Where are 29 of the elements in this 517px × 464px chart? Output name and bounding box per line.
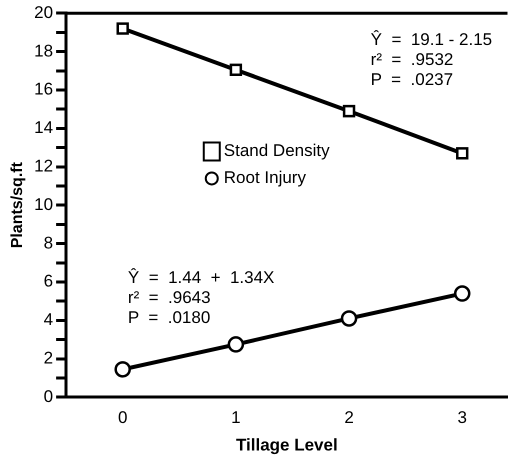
legend-label: Root Injury bbox=[224, 168, 306, 188]
point bbox=[340, 310, 358, 327]
x-tick-label: 3 bbox=[457, 408, 467, 428]
point bbox=[230, 64, 242, 76]
y-tick-label: 20 bbox=[34, 2, 54, 22]
x-tick-label: 2 bbox=[344, 408, 354, 428]
legend-label: Stand Density bbox=[224, 141, 330, 160]
y-tick-label: 2 bbox=[44, 348, 54, 368]
point bbox=[456, 147, 468, 160]
x-axis-title: Tillage Level bbox=[236, 435, 338, 454]
point bbox=[454, 285, 470, 302]
x-tick-label: 1 bbox=[231, 408, 241, 428]
point bbox=[116, 22, 129, 35]
y-tick-label: 6 bbox=[44, 272, 54, 291]
y-tick-label: 14 bbox=[34, 118, 54, 138]
y-tick-label: 0 bbox=[44, 386, 54, 406]
x-tick-label: 0 bbox=[118, 408, 128, 428]
y-axis-title: Plants/sq.ft bbox=[9, 161, 26, 248]
annotation: Ŷ = 19.1 - 2.15 r² = .9532 P = .0237 bbox=[370, 30, 492, 89]
y-tick-label: 18 bbox=[34, 41, 54, 60]
annotation: Ŷ = 1.44 + 1.34X r² = .9643 P = .0180 bbox=[128, 268, 274, 327]
y-tick-label: 4 bbox=[44, 310, 54, 330]
point bbox=[342, 104, 356, 118]
y-tick-label: 16 bbox=[34, 80, 54, 99]
y-tick-label: 8 bbox=[44, 233, 54, 252]
y-tick-label: 10 bbox=[34, 194, 54, 214]
y-tick-label: 12 bbox=[34, 156, 54, 176]
point bbox=[114, 361, 131, 378]
point bbox=[228, 336, 244, 353]
